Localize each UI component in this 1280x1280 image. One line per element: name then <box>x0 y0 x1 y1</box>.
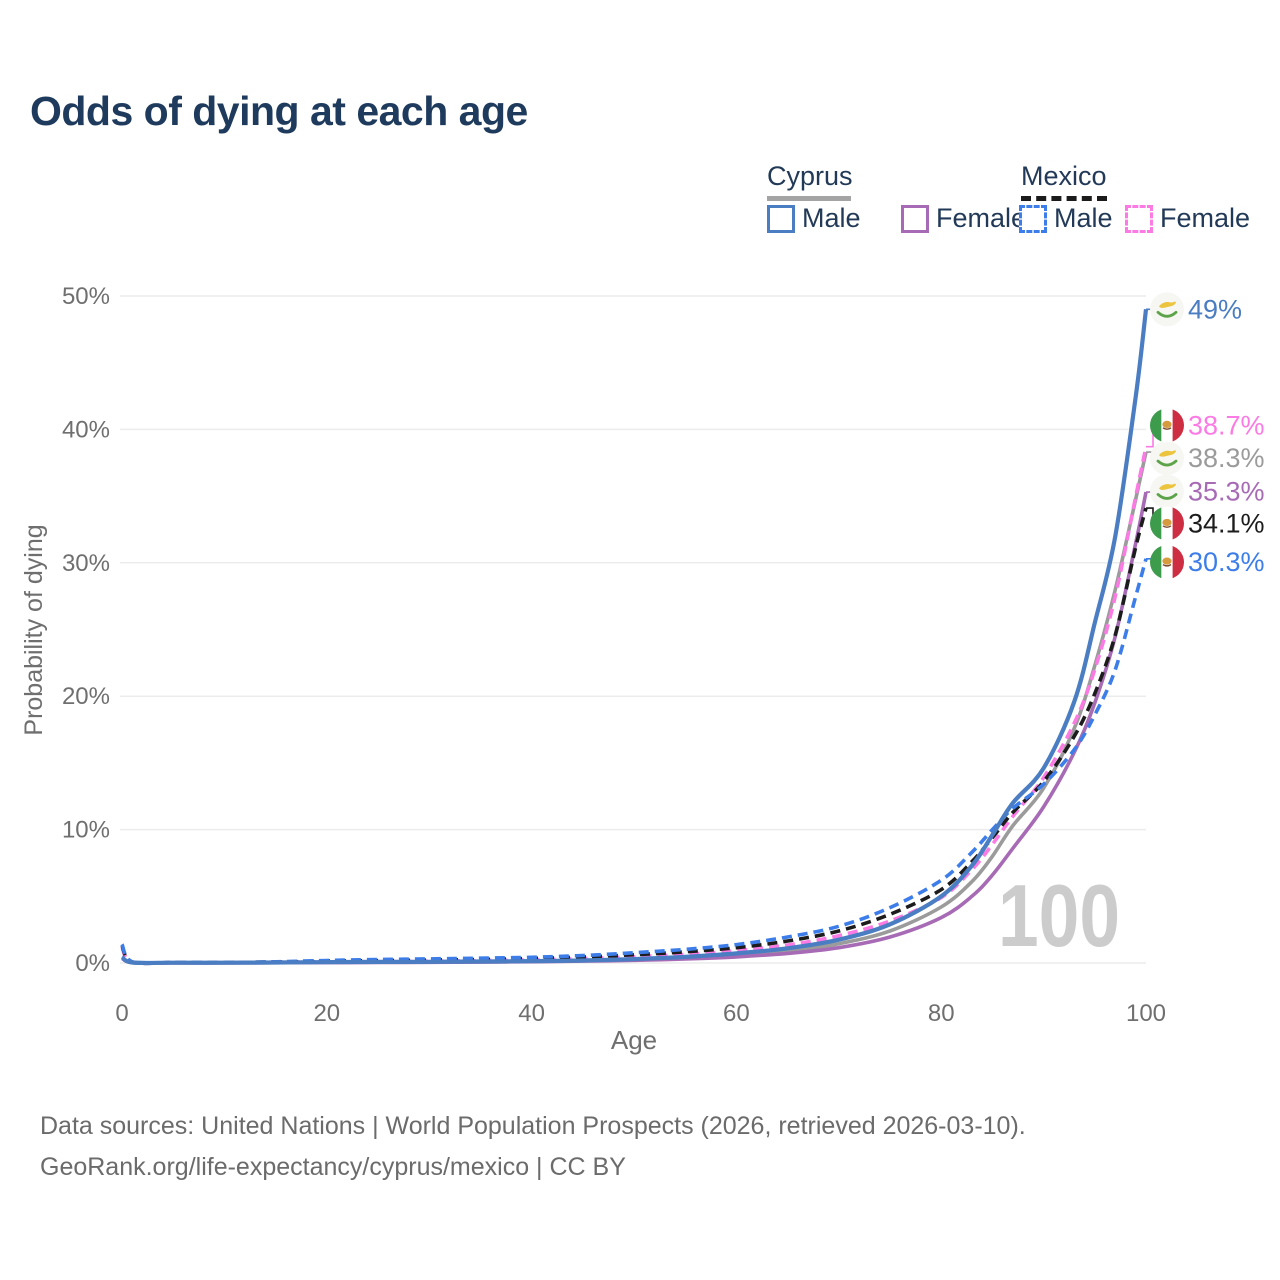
legend-item-mexico-male[interactable]: Male <box>1019 203 1113 234</box>
data-sources-footer: Data sources: United Nations | World Pop… <box>40 1106 1026 1188</box>
y-tick-label: 30% <box>62 550 110 577</box>
cyprus-male-swatch-icon <box>767 204 795 233</box>
legend-group-cyprus: Cyprus <box>767 161 853 201</box>
cyprus-female-swatch-icon <box>901 204 929 233</box>
mexico-eagle-emblem <box>1162 420 1172 428</box>
end-label-value: 49% <box>1188 294 1242 324</box>
series-line-mexico-total[interactable] <box>120 507 1148 966</box>
end-label-flag-cyprus-icon <box>1150 292 1184 327</box>
x-tick-label: 0 <box>115 1000 128 1027</box>
end-label-flag-mexico-icon <box>1150 408 1184 443</box>
mexico-red-stripe <box>1172 506 1184 541</box>
mexico-emblem-wreath <box>1162 427 1172 430</box>
mexico-red-stripe <box>1172 408 1184 443</box>
legend-item-label: Male <box>802 203 861 233</box>
cyprus-olive-wreath <box>1156 459 1178 467</box>
legend-item-cyprus-female[interactable]: Female <box>901 203 1026 234</box>
mexico-flag-stripes <box>1150 408 1184 443</box>
end-label-flag-cyprus-icon <box>1150 441 1184 476</box>
footer-sources-line: Data sources: United Nations | World Pop… <box>40 1112 1026 1140</box>
mexico-eagle-emblem <box>1162 557 1172 565</box>
legend-item-label: Male <box>1054 203 1113 233</box>
legend-group-mexico: Mexico <box>1021 161 1107 201</box>
mexico-flag-stripes <box>1150 506 1184 541</box>
cyprus-flag-circle <box>1150 292 1184 327</box>
series-line-mexico-female[interactable] <box>120 446 1148 966</box>
legend-mexico-title: Mexico <box>1021 161 1107 191</box>
mexico-green-stripe <box>1150 408 1162 443</box>
page-title: Odds of dying at each age <box>30 88 528 134</box>
end-label-value: 34.1% <box>1188 508 1265 538</box>
end-label-value: 30.3% <box>1188 547 1265 577</box>
mexico-female-swatch-icon <box>1125 204 1153 233</box>
x-tick-label: 100 <box>1126 1000 1166 1027</box>
end-label-value: 38.7% <box>1188 410 1265 440</box>
x-tick-label: 40 <box>518 1000 545 1027</box>
x-tick-label: 60 <box>723 1000 750 1027</box>
cyprus-island-shape <box>1159 483 1176 491</box>
cyprus-olive-wreath <box>1156 310 1178 318</box>
series-line-cyprus-male[interactable] <box>120 309 1149 966</box>
mexico-eagle-emblem <box>1162 518 1172 527</box>
footer-attribution-line: GeoRank.org/life-expectancy/cyprus/mexic… <box>40 1153 626 1181</box>
legend-item-label: Female <box>936 203 1027 233</box>
legend-item-mexico-female[interactable]: Female <box>1125 203 1250 234</box>
legend-item-cyprus-male[interactable]: Male <box>767 203 861 234</box>
y-axis-title: Probability of dying <box>20 524 48 735</box>
end-label-value: 35.3% <box>1188 476 1265 506</box>
legend-mexico-line-sample <box>1021 196 1107 201</box>
end-label-flag-mexico-icon <box>1150 506 1184 541</box>
end-label-value: 38.3% <box>1188 443 1265 473</box>
legend-cyprus-line-sample <box>767 196 851 201</box>
mexico-flag-stripes <box>1150 545 1184 580</box>
mexico-red-stripe <box>1172 545 1184 580</box>
mexico-male-swatch-icon <box>1019 204 1047 233</box>
x-tick-label: 80 <box>928 1000 955 1027</box>
legend-cyprus-title: Cyprus <box>767 161 853 191</box>
series-line-cyprus-total[interactable] <box>120 451 1148 965</box>
mexico-green-stripe <box>1150 506 1162 541</box>
end-label-flag-mexico-icon <box>1150 545 1184 580</box>
y-tick-label: 50% <box>62 283 110 310</box>
cyprus-island-shape <box>1159 450 1176 457</box>
cyprus-olive-wreath <box>1156 493 1178 500</box>
age-counter-watermark: 100 <box>998 866 1120 965</box>
y-tick-label: 20% <box>62 683 110 710</box>
y-tick-label: 40% <box>62 416 110 443</box>
cyprus-island-shape <box>1159 301 1176 308</box>
y-tick-label: 10% <box>62 817 110 844</box>
mexico-green-stripe <box>1150 545 1162 580</box>
mexico-emblem-wreath <box>1162 564 1172 567</box>
y-tick-label: 0% <box>75 950 110 977</box>
end-label-flag-cyprus-icon <box>1150 474 1184 509</box>
mexico-emblem-wreath <box>1162 525 1172 528</box>
legend-item-label: Female <box>1160 203 1251 233</box>
cyprus-flag-circle <box>1150 474 1184 509</box>
cyprus-flag-circle <box>1150 441 1184 476</box>
x-tick-label: 20 <box>313 1000 340 1027</box>
series-line-mexico-male[interactable] <box>120 558 1148 966</box>
x-axis-title: Age <box>611 1025 657 1055</box>
